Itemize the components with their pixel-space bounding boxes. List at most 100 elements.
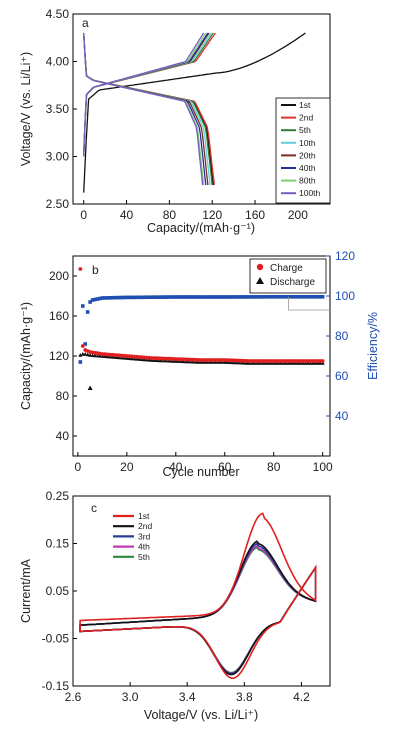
discharge-point <box>134 356 139 361</box>
panel-c-y-tick-label: -0.05 <box>42 632 70 646</box>
panel-a-y-tick-label: 3.00 <box>46 150 70 164</box>
efficiency-point <box>249 295 254 299</box>
efficiency-point <box>161 295 166 299</box>
efficiency-point <box>78 360 83 364</box>
discharge-point <box>313 361 318 365</box>
legend-label-2nd: 2nd <box>299 113 313 123</box>
cv-curve-3rd <box>79 542 317 675</box>
efficiency-point <box>308 295 313 299</box>
legend-label-3rd: 3rd <box>138 531 151 541</box>
panel-a-y-axis-label: Voltage/V (vs. Li/Li⁺) <box>19 52 33 166</box>
efficiency-point <box>186 295 190 299</box>
efficiency-point <box>291 295 296 299</box>
discharge-point <box>146 357 151 362</box>
efficiency-point <box>125 295 129 300</box>
panel-c-x-axis-label: Voltage/V (vs. Li/Li⁺) <box>144 708 258 722</box>
panel-b-x-tick-label: 20 <box>120 460 134 474</box>
efficiency-point <box>306 295 310 299</box>
legend-label-20th: 20th <box>299 150 316 160</box>
panel-a-legend: 1st 2nd 5th 10th 20th 40th 80th 100th <box>275 97 331 204</box>
efficiency-point <box>117 295 122 300</box>
efficiency-point <box>313 295 318 299</box>
efficiency-point <box>240 295 244 299</box>
legend-discharge-label: Discharge <box>270 277 315 288</box>
panel-c-frame <box>72 495 331 687</box>
efficiency-axis-pointer <box>287 296 330 311</box>
panel-a-legend-box <box>275 97 331 204</box>
discharge-point <box>115 355 120 359</box>
discharge-point <box>107 354 112 359</box>
panel-a: 0 40 80 120 160 200 2.50 3.00 3.50 4.00 4.50 a Cap… <box>19 7 331 235</box>
efficiency-point <box>144 295 149 300</box>
panel-b-legend: Charge Discharge <box>249 258 327 294</box>
efficiency-point <box>293 295 298 299</box>
discharge-point <box>308 361 313 365</box>
panel-b-y-tick-label: 160 <box>49 309 69 323</box>
panel-a-x-axis-label: Capacity/(mAh·g⁻¹) <box>147 221 255 235</box>
discharge-point <box>83 352 88 356</box>
charge-curve-80th <box>83 32 207 157</box>
discharge-point <box>271 361 276 365</box>
discharge-point <box>318 361 323 365</box>
discharge-point <box>266 361 271 365</box>
discharge-point <box>159 358 164 363</box>
efficiency-point <box>279 295 283 299</box>
efficiency-point <box>259 295 264 299</box>
efficiency-point <box>205 295 210 299</box>
discharge-point <box>122 355 127 360</box>
panel-a-curves <box>83 32 306 193</box>
efficiency-point <box>284 295 288 299</box>
discharge-point <box>190 359 195 364</box>
efficiency-point <box>296 295 300 299</box>
legend-label-1st: 1st <box>299 100 311 110</box>
discharge-point <box>105 354 110 359</box>
panel-c-x-tick-label: 2.6 <box>65 690 82 704</box>
panel-b-right-tick-label: 40 <box>335 409 349 423</box>
efficiency-point <box>213 295 217 299</box>
discharge-point <box>154 358 159 362</box>
efficiency-point <box>193 295 198 299</box>
discharge-point <box>303 361 308 365</box>
legend-label-40th: 40th <box>299 163 316 173</box>
panel-b-y-axis-label: Capacity/(mAh·g⁻¹) <box>19 302 33 410</box>
efficiency-point <box>301 295 305 299</box>
efficiency-point <box>127 295 132 300</box>
efficiency-point <box>156 295 161 299</box>
efficiency-point <box>267 295 271 299</box>
discharge-point <box>181 359 186 364</box>
discharge-point <box>283 361 288 365</box>
efficiency-point <box>134 295 139 300</box>
efficiency-point <box>171 295 176 299</box>
panel-b-x-axis-label: Cycle number <box>162 465 239 479</box>
efficiency-point <box>178 295 183 299</box>
efficiency-point <box>242 295 247 299</box>
efficiency-point <box>149 295 154 299</box>
panel-c: 2.6 3.0 3.4 3.8 4.2-0.15-0.050.050.150.25 c … <box>19 489 331 722</box>
discharge-point <box>137 357 142 361</box>
discharge-point <box>176 359 181 363</box>
discharge-point <box>139 357 144 361</box>
efficiency-point <box>98 296 102 301</box>
efficiency-point <box>93 297 97 302</box>
efficiency-point <box>210 295 215 299</box>
discharge-point <box>186 359 190 364</box>
panel-c-x-tick-label: 3.4 <box>179 690 196 704</box>
discharge-point <box>293 361 298 365</box>
panel-a-x-tick-label: 120 <box>202 208 222 222</box>
discharge-point <box>200 360 205 364</box>
efficiency-point <box>200 295 205 299</box>
charge-point <box>78 267 83 271</box>
panel-b-x-tick-label: 100 <box>313 460 333 474</box>
discharge-point <box>261 361 266 365</box>
charge-curve-40th <box>83 32 209 157</box>
legend-label-1st: 1st <box>138 511 150 521</box>
discharge-point <box>247 361 252 365</box>
efficiency-point <box>232 295 237 299</box>
panel-a-x-tick-label: 80 <box>163 208 177 222</box>
efficiency-point <box>107 296 112 300</box>
discharge-point <box>257 361 261 365</box>
efficiency-point <box>188 295 193 299</box>
discharge-point <box>227 360 232 364</box>
efficiency-point <box>235 295 239 299</box>
discharge-point <box>205 360 210 364</box>
